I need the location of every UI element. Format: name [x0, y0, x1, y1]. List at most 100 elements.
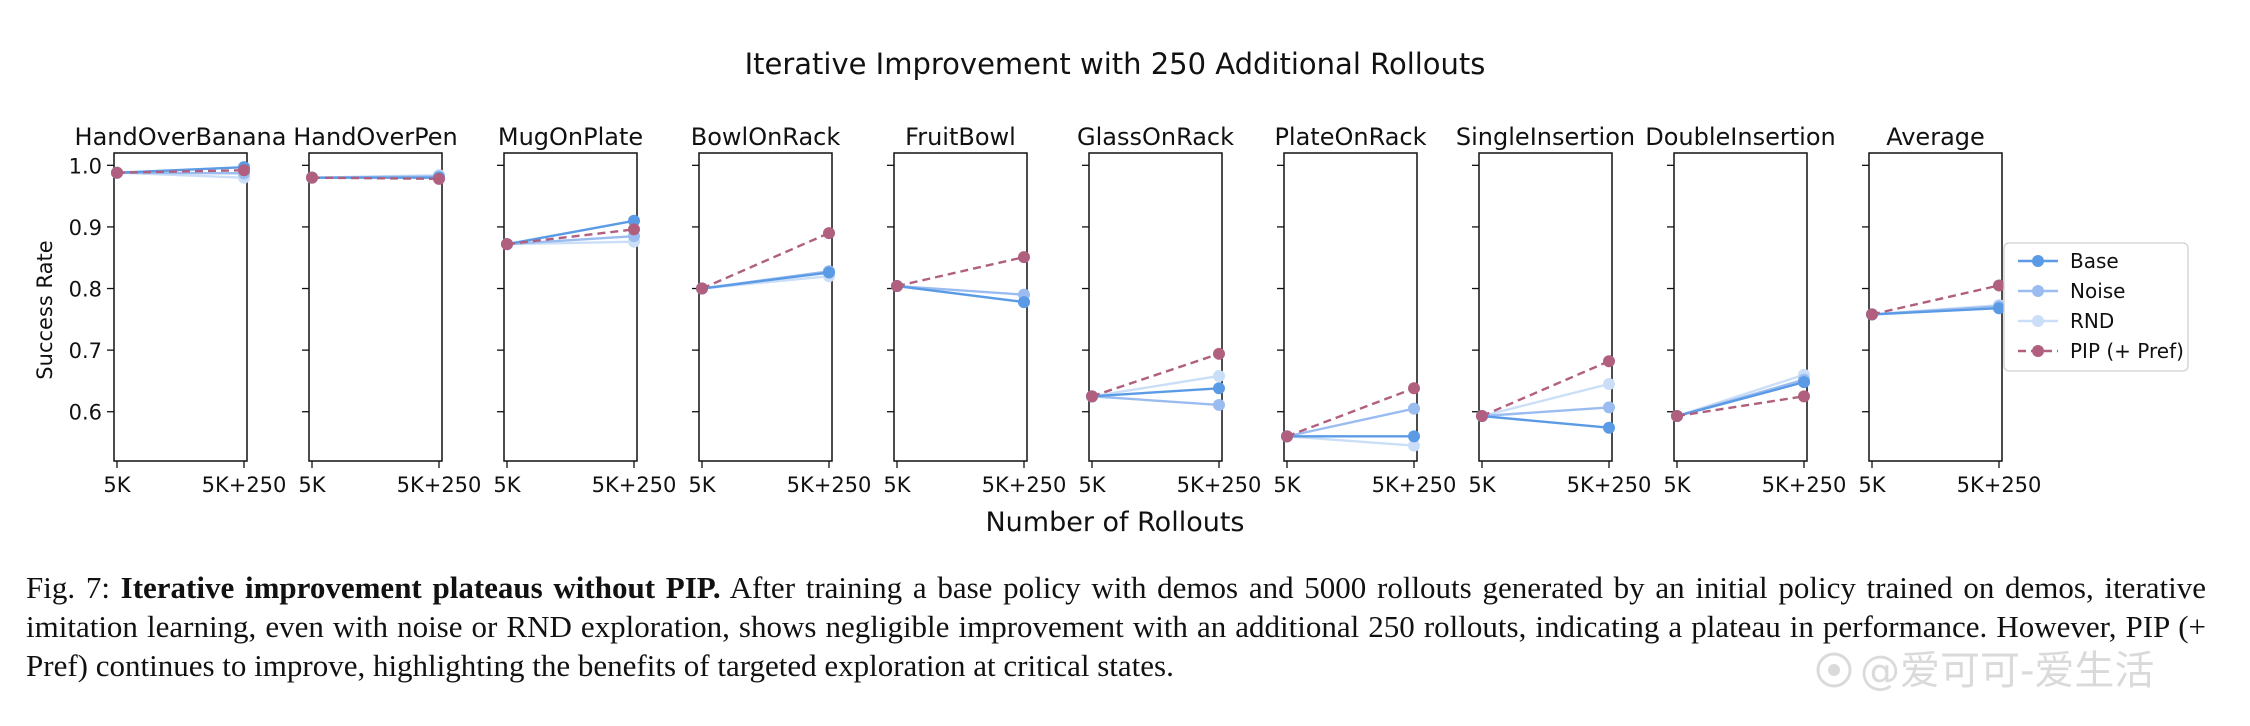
- point-handoverpen-pip-pref-0: [306, 171, 318, 184]
- subplot-frame-handoverpen: [308, 152, 443, 462]
- subplot-title-handoverpen: HandOverPen: [293, 123, 458, 151]
- point-glassonrack-base-1: [1213, 382, 1225, 395]
- point-bowlonrack-pip-pref-0: [696, 282, 708, 295]
- legend-label-base: Base: [2070, 249, 2119, 273]
- series-line-doubleinsertion-pip-pref: [1676, 395, 1805, 418]
- legend-marker-rnd: [2032, 315, 2044, 327]
- subplot-title-glassonrack: GlassOnRack: [1077, 123, 1234, 151]
- subplot-frame-fruitbowl: [893, 152, 1028, 462]
- subplot-plateonrack: PlateOnRack 5K 5K+250: [1273, 123, 1456, 497]
- x-tick-label-average-1: 5K+250: [1957, 473, 2042, 497]
- subplot-frame-mugonplate: [503, 152, 638, 462]
- point-singleinsertion-pip-pref-1: [1603, 355, 1615, 368]
- x-tick-label-fruitbowl-1: 5K+250: [982, 473, 1067, 497]
- point-plateonrack-pip-pref-1: [1408, 382, 1420, 395]
- point-average-pip-pref-1: [1993, 279, 2005, 292]
- subplot-frame-singleinsertion: [1478, 152, 1613, 462]
- subplot-title-plateonrack: PlateOnRack: [1274, 123, 1426, 151]
- x-tick-label-mugonplate-1: 5K+250: [592, 473, 677, 497]
- series-line-handoverbanana-pip-pref: [116, 169, 245, 174]
- point-handoverbanana-pip-pref-0: [111, 166, 123, 179]
- subplot-title-bowlonrack: BowlOnRack: [691, 123, 841, 151]
- y-tick-label-4: 0.6: [69, 401, 102, 425]
- x-tick-label-plateonrack-0: 5K: [1273, 473, 1301, 497]
- point-handoverbanana-pip-pref-1: [238, 164, 250, 177]
- subplot-title-mugonplate: MugOnPlate: [498, 123, 643, 151]
- x-tick-label-doubleinsertion-0: 5K: [1663, 473, 1691, 497]
- point-bowlonrack-base-1: [823, 266, 835, 279]
- watermark-text: @爱可可-爱生活: [1860, 648, 2154, 694]
- series-line-glassonrack-noise: [1091, 395, 1220, 407]
- subplot-title-doubleinsertion: DoubleInsertion: [1645, 123, 1835, 151]
- point-doubleinsertion-base-1: [1798, 376, 1810, 389]
- x-axis-label: Number of Rollouts: [985, 507, 1244, 538]
- x-tick-label-handoverbanana-0: 5K: [103, 473, 131, 497]
- series-line-doubleinsertion-base: [1676, 380, 1805, 418]
- subplot-frame-plateonrack: [1283, 152, 1418, 462]
- legend-label-noise: Noise: [2070, 279, 2125, 303]
- x-tick-label-mugonplate-0: 5K: [493, 473, 521, 497]
- legend-label-pip-pref: PIP (+ Pref): [2070, 339, 2184, 363]
- y-tick-label-3: 0.7: [69, 339, 102, 363]
- subplot-title-singleinsertion: SingleInsertion: [1456, 123, 1635, 151]
- subplot-frame-bowlonrack: [698, 152, 833, 462]
- point-mugonplate-base-1: [628, 214, 640, 227]
- point-mugonplate-pip-pref-1: [628, 223, 640, 236]
- point-glassonrack-rnd-1: [1213, 369, 1225, 382]
- point-singleinsertion-rnd-1: [1603, 378, 1615, 390]
- subplot-mugonplate: MugOnPlate 5K 5K+250: [493, 123, 676, 497]
- caption-bold: Iterative improvement plateaus without P…: [120, 570, 721, 605]
- series-line-average-base: [1871, 307, 2000, 316]
- legend-marker-noise: [2032, 285, 2044, 297]
- x-tick-label-singleinsertion-1: 5K+250: [1567, 473, 1652, 497]
- legend-label-rnd: RND: [2070, 309, 2114, 333]
- series-line-fruitbowl-noise: [896, 284, 1025, 296]
- x-tick-label-handoverpen-0: 5K: [298, 473, 326, 497]
- subplot-title-handoverbanana: HandOverBanana: [75, 123, 287, 151]
- x-tick-label-handoverpen-1: 5K+250: [397, 473, 482, 497]
- subplot-singleinsertion: SingleInsertion 5K 5K+250: [1456, 123, 1652, 497]
- series-line-singleinsertion-noise: [1481, 406, 1610, 418]
- series-line-fruitbowl-base: [896, 284, 1025, 304]
- subplot-doubleinsertion: DoubleInsertion 5K 5K+250: [1645, 123, 1846, 497]
- series-line-bowlonrack-base: [701, 271, 830, 290]
- x-tick-label-average-0: 5K: [1858, 473, 1886, 497]
- series-line-fruitbowl-pip-pref: [896, 255, 1025, 288]
- series-line-plateonrack-rnd: [1286, 435, 1415, 447]
- point-mugonplate-pip-pref-0: [501, 238, 513, 251]
- legend-frame: [2003, 242, 2189, 372]
- x-tick-label-doubleinsertion-1: 5K+250: [1762, 473, 1847, 497]
- point-plateonrack-rnd-1: [1408, 439, 1420, 452]
- series-line-singleinsertion-pip-pref: [1481, 360, 1610, 418]
- series-line-average-pip-pref: [1871, 284, 2000, 316]
- x-tick-label-bowlonrack-0: 5K: [688, 473, 716, 497]
- subplot-frame-doubleinsertion: [1673, 152, 1808, 462]
- subplot-frame-glassonrack: [1088, 152, 1223, 462]
- series-line-singleinsertion-base: [1481, 414, 1610, 429]
- point-fruitbowl-pip-pref-0: [891, 280, 903, 293]
- point-handoverpen-pip-pref-1: [433, 172, 445, 185]
- series-line-plateonrack-pip-pref: [1286, 387, 1415, 438]
- x-tick-label-fruitbowl-0: 5K: [883, 473, 911, 497]
- series-line-plateonrack-noise: [1286, 407, 1415, 438]
- figure-caption: Fig. 7: Iterative improvement plateaus w…: [26, 568, 2206, 685]
- watermark: @爱可可-爱生活: [1816, 648, 2154, 694]
- point-glassonrack-pip-pref-1: [1213, 347, 1225, 360]
- point-doubleinsertion-pip-pref-0: [1671, 410, 1683, 423]
- point-singleinsertion-pip-pref-0: [1476, 410, 1488, 423]
- point-fruitbowl-base-1: [1018, 296, 1030, 309]
- figure: Iterative Improvement with 250 Additiona…: [33, 47, 2189, 538]
- subplot-average: Average 5K 5K+250: [1858, 123, 2041, 497]
- y-tick-label-1: 0.9: [69, 216, 102, 240]
- legend: Base Noise RND PIP (+ Pref): [2003, 242, 2189, 372]
- point-singleinsertion-noise-1: [1603, 401, 1615, 414]
- x-tick-label-plateonrack-1: 5K+250: [1372, 473, 1457, 497]
- x-tick-label-bowlonrack-1: 5K+250: [787, 473, 872, 497]
- series-line-bowlonrack-pip-pref: [701, 231, 830, 290]
- subplot-frame-handoverbanana: [113, 152, 248, 462]
- x-tick-label-glassonrack-1: 5K+250: [1177, 473, 1262, 497]
- point-plateonrack-noise-1: [1408, 402, 1420, 415]
- series-line-singleinsertion-rnd: [1481, 382, 1610, 418]
- point-fruitbowl-pip-pref-1: [1018, 251, 1030, 264]
